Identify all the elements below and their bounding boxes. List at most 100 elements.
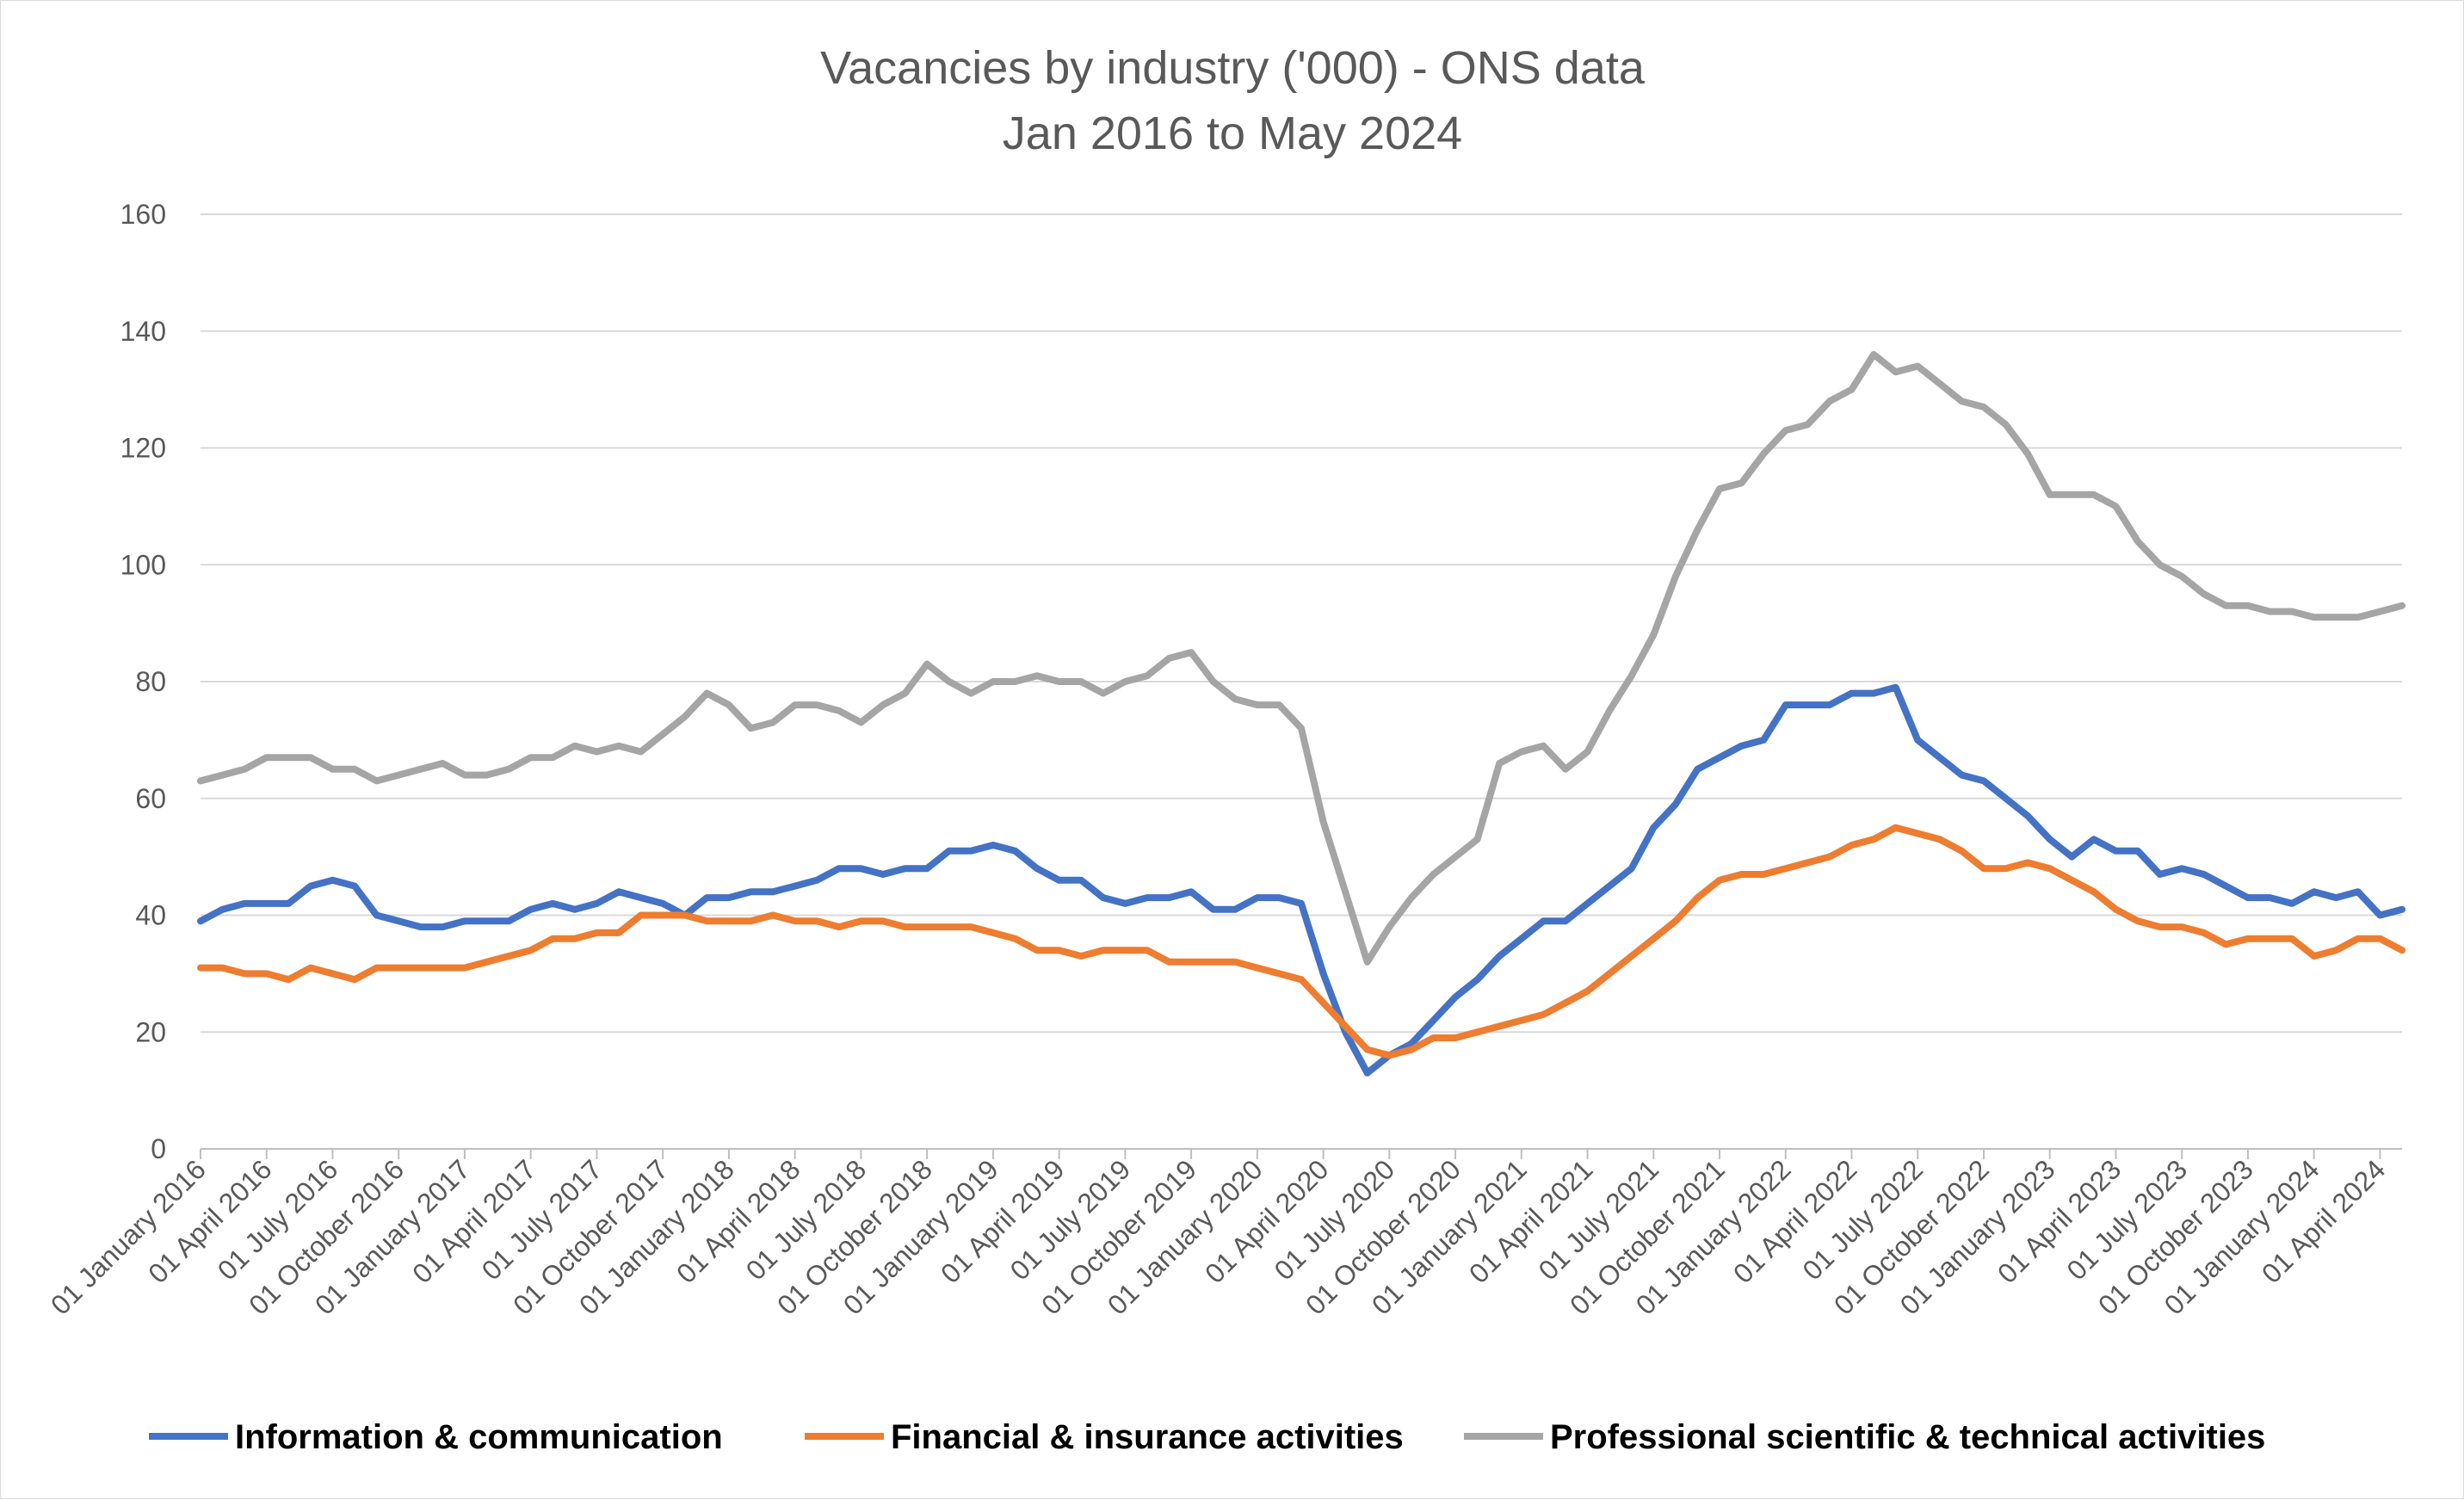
data-point [1366,960,1369,964]
data-point [243,902,246,905]
data-point [925,663,929,666]
data-point [1123,902,1127,905]
data-point [1674,803,1677,806]
data-point [639,750,643,753]
data-point [1894,826,1898,830]
data-point [661,732,664,736]
data-point [1410,1042,1413,1046]
data-point [507,768,510,771]
data-point [969,692,973,695]
data-point [2070,855,2073,859]
data-point [1058,948,1061,952]
data-point [1608,885,1611,888]
data-point [265,972,269,975]
data-point [683,914,687,917]
y-axis-tick-labels: 0 20 40 60 80 100 120 140 160 [120,199,166,1164]
legend-item-professional-scientific-technical-activities: Professional scientific & technical acti… [1464,1418,2265,1456]
data-point [1123,680,1127,683]
data-point [375,914,379,917]
data-point [1212,908,1215,911]
data-point [1343,890,1347,893]
data-point [309,966,312,970]
data-point [1102,896,1105,899]
data-point [1035,948,1039,952]
data-point [1476,837,1479,841]
data-point [1410,1048,1413,1052]
data-point [1850,692,1854,695]
data-point [1828,703,1831,707]
data-point [1454,1036,1457,1040]
series-line-professional-scientific-technical-activities [197,350,2405,966]
data-point [507,954,510,958]
data-point [1322,972,1325,975]
data-point [1982,405,1985,409]
data-point [1894,686,1898,689]
data-point [2224,604,2227,608]
data-point [551,756,554,759]
legend-item-information-communication: Information & communication [149,1418,723,1456]
data-point [1740,481,1744,485]
data-point [727,919,731,923]
data-point [2004,867,2008,870]
data-point [573,744,577,748]
data-point [705,692,708,695]
data-point [397,919,400,923]
data-point [1146,948,1149,952]
data-point [2356,937,2360,941]
data-point [1938,837,1942,841]
data-point [904,925,907,929]
data-point [573,937,577,941]
data-point [991,931,995,935]
legend-item-financial-insurance-activities: Financial & insurance activities [805,1418,1404,1456]
data-point [1784,429,1788,432]
data-point [794,885,797,888]
data-point [1762,873,1765,876]
data-point [1695,528,1699,532]
data-point [1586,990,1590,993]
data-point [1300,978,1303,981]
data-point [1079,879,1083,882]
data-point [1058,879,1061,882]
data-point [2246,896,2250,899]
data-point [948,680,951,683]
data-point [1828,399,1831,403]
data-point [1102,692,1105,695]
data-point [925,867,929,870]
data-point [1146,896,1149,899]
data-point [1123,948,1127,952]
data-point [2400,908,2404,911]
data-point [2180,925,2183,929]
data-point [1564,1001,1567,1004]
data-point [1277,703,1281,707]
data-point [1212,960,1215,964]
data-point [771,890,775,893]
data-point [2269,937,2272,941]
data-point [2202,931,2206,935]
data-point [639,896,643,899]
data-point [2246,604,2250,608]
data-point [1322,1001,1325,1004]
data-point [1652,937,1655,941]
data-point [794,703,797,707]
data-point [1718,487,1721,491]
data-point [1520,937,1523,941]
data-point [1608,972,1611,975]
data-point [529,948,533,952]
data-point [353,768,356,771]
data-point [1168,960,1171,964]
data-point [2378,610,2381,614]
data-point [1168,896,1171,899]
data-point [595,750,598,753]
data-point [2048,867,2052,870]
data-point [1366,1048,1369,1052]
data-point [1256,703,1259,707]
data-point [2400,604,2404,608]
data-point [1013,849,1016,853]
data-point [330,972,334,975]
series-line-financial-insurance-activities [197,824,2405,1059]
data-point [1102,948,1105,952]
data-point [2334,615,2337,619]
